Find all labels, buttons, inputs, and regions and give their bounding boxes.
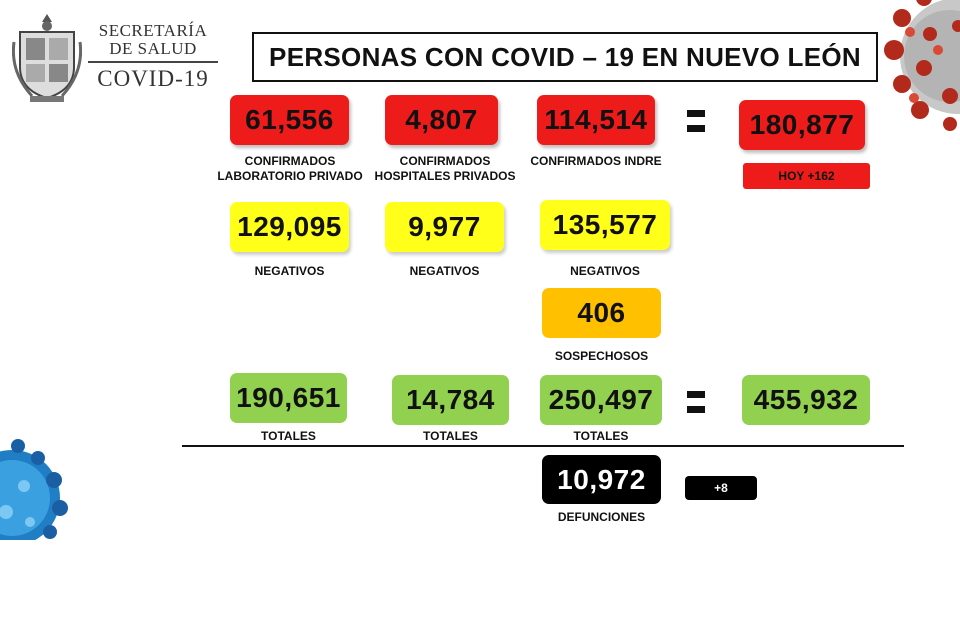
- covid-report-slide: SECRETARÍA DE SALUD COVID-19 PERSONAS CO…: [0, 0, 960, 540]
- gran-total-box: 455,932: [742, 375, 870, 425]
- org-line-3: COVID-19: [97, 66, 209, 91]
- org-divider: [88, 61, 218, 63]
- negativos-indre-label: NEGATIVOS: [570, 264, 640, 278]
- equals-sign: [687, 110, 705, 132]
- equals-sign: [687, 391, 705, 413]
- totales-indre-box: 250,497: [540, 375, 662, 425]
- sospechosos-label: SOSPECHOSOS: [554, 349, 649, 363]
- confirmados-hospitales-label: CONFIRMADOS HOSPITALES PRIVADOS: [370, 154, 520, 184]
- page-title: PERSONAS CON COVID – 19 EN NUEVO LEÓN: [252, 32, 878, 82]
- totales-hospitales-box: 14,784: [392, 375, 509, 425]
- state-seal-logo: [12, 14, 82, 102]
- totales-privado-box: 190,651: [230, 373, 347, 423]
- confirmados-hospitales-label-1: CONFIRMADOS: [399, 154, 491, 168]
- org-line-2: DE SALUD: [109, 39, 197, 58]
- sospechosos-box: 406: [542, 288, 661, 338]
- confirmados-hospitales-label-2: HOSPITALES PRIVADOS: [374, 169, 516, 183]
- defunciones-delta-badge: +8: [685, 476, 757, 500]
- coronavirus-blue-image: [0, 439, 68, 540]
- negativos-privado-label: NEGATIVOS: [254, 264, 325, 278]
- defunciones-box: 10,972: [542, 455, 661, 504]
- org-line-1: SECRETARÍA: [98, 21, 208, 40]
- confirmados-indre-box: 114,514: [537, 95, 655, 145]
- defunciones-label: DEFUNCIONES: [557, 510, 646, 524]
- totales-privado-label: TOTALES: [261, 429, 316, 443]
- negativos-privado-box: 129,095: [230, 202, 349, 252]
- confirmados-total-box: 180,877: [739, 100, 865, 150]
- confirmados-indre-label: CONFIRMADOS INDRE: [530, 154, 662, 168]
- confirmados-hospitales-box: 4,807: [385, 95, 498, 145]
- confirmados-privado-label-1: CONFIRMADOS: [244, 154, 336, 168]
- negativos-hospitales-label: NEGATIVOS: [409, 264, 480, 278]
- hoy-badge: HOY +162: [743, 163, 870, 189]
- totales-indre-label: TOTALES: [573, 429, 629, 443]
- negativos-hospitales-box: 9,977: [385, 202, 504, 252]
- coronavirus-red-image: [884, 0, 960, 131]
- confirmados-privado-label-2: LABORATORIO PRIVADO: [217, 169, 363, 183]
- organization-name: SECRETARÍA DE SALUD COVID-19: [88, 22, 218, 91]
- confirmados-privado-label: CONFIRMADOS LABORATORIO PRIVADO: [206, 154, 374, 184]
- confirmados-privado-box: 61,556: [230, 95, 349, 145]
- divider-line: [182, 445, 904, 447]
- negativos-indre-box: 135,577: [540, 200, 670, 250]
- totales-hospitales-label: TOTALES: [423, 429, 478, 443]
